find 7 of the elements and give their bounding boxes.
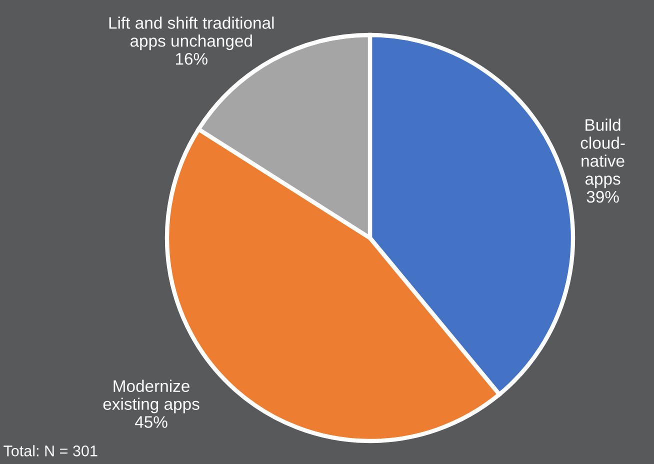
data-label: 39%	[586, 190, 619, 203]
slice-label: Modernize existing apps	[103, 380, 200, 414]
slice-label: Lift and shift traditional apps unchanged	[109, 16, 274, 50]
data-label: 45%	[134, 416, 168, 428]
slice-label: Build cloud- native apps	[580, 118, 625, 188]
data-label: 16%	[176, 52, 208, 65]
text: Total: N = 301	[4, 445, 98, 456]
